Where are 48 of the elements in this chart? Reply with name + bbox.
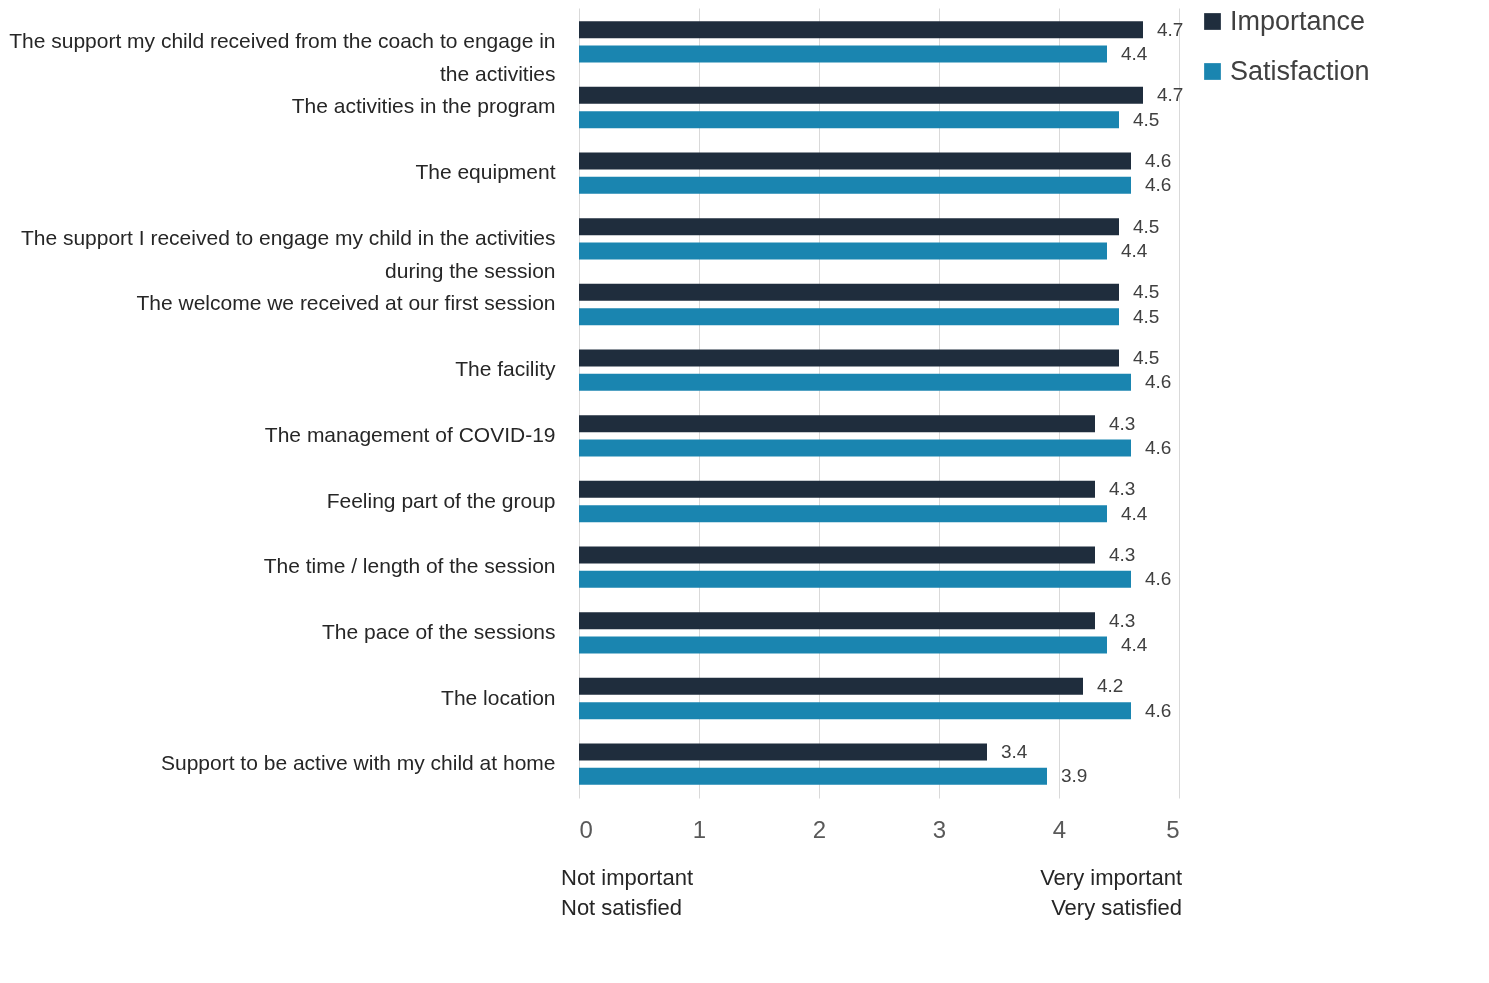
x-tick-label: 5 <box>1166 815 1180 843</box>
text: Not important <box>561 865 694 890</box>
data-label: 4.7 <box>1157 18 1184 40</box>
y-tick-label: The management of COVID-19 <box>264 422 556 446</box>
data-label: 4.2 <box>1097 675 1124 697</box>
data-label: 4.5 <box>1133 281 1160 303</box>
data-label: 4.6 <box>1145 568 1172 590</box>
data-label: 3.4 <box>1001 741 1028 763</box>
legend-label: Importance <box>1230 5 1366 36</box>
y-tick-label: The location <box>441 685 556 709</box>
data-label: 4.5 <box>1133 108 1160 130</box>
data-label: 4.4 <box>1121 42 1148 64</box>
data-label: 4.3 <box>1109 478 1136 500</box>
x-tick-label: 3 <box>932 815 947 843</box>
data-label: 4.4 <box>1121 634 1148 656</box>
data-label: 4.6 <box>1145 437 1172 458</box>
data-label: 4.5 <box>1133 305 1160 327</box>
text: Very important <box>1040 865 1182 890</box>
y-tick-label: Feeling part of the group <box>326 488 556 512</box>
text: Not satisfied <box>561 895 683 920</box>
data-label: 4.3 <box>1109 609 1136 631</box>
y-tick-label: The equipment <box>415 160 556 184</box>
data-label: 4.3 <box>1109 412 1136 434</box>
data-label: 4.6 <box>1145 371 1172 393</box>
y-tick-label: The activities in the program <box>291 94 556 118</box>
x-tick-label: 2 <box>812 815 827 843</box>
y-tick-label: The pace of the sessions <box>322 619 556 643</box>
legend-label: Satisfaction <box>1230 55 1370 86</box>
y-tick-label: Support to be active with my child at home <box>160 751 556 775</box>
data-label: 3.9 <box>1061 765 1088 787</box>
data-label: 4.5 <box>1133 215 1160 237</box>
text: Very satisfied <box>1051 895 1182 920</box>
data-label: 4.6 <box>1145 149 1172 171</box>
y-tick-label: The welcome we received at our first session <box>136 291 556 315</box>
x-tick-label: 1 <box>692 815 707 843</box>
data-label: 4.3 <box>1109 544 1136 565</box>
y-tick-label: The support my child received from the coach to engage in the activities <box>9 28 556 85</box>
y-tick-label: The time / length of the session <box>263 554 556 578</box>
data-label: 4.4 <box>1121 240 1148 261</box>
data-label: 4.4 <box>1121 502 1148 524</box>
data-label: 4.6 <box>1145 174 1172 196</box>
y-tick-label: The support I received to engage my child in the activities during the session <box>20 225 556 282</box>
data-label: 4.7 <box>1157 84 1184 106</box>
data-label: 4.6 <box>1145 699 1172 721</box>
x-tick-label: 0 <box>579 815 593 843</box>
data-label: 4.5 <box>1133 347 1160 368</box>
x-tick-label: 4 <box>1052 815 1067 843</box>
y-tick-label: The facility <box>455 357 556 381</box>
